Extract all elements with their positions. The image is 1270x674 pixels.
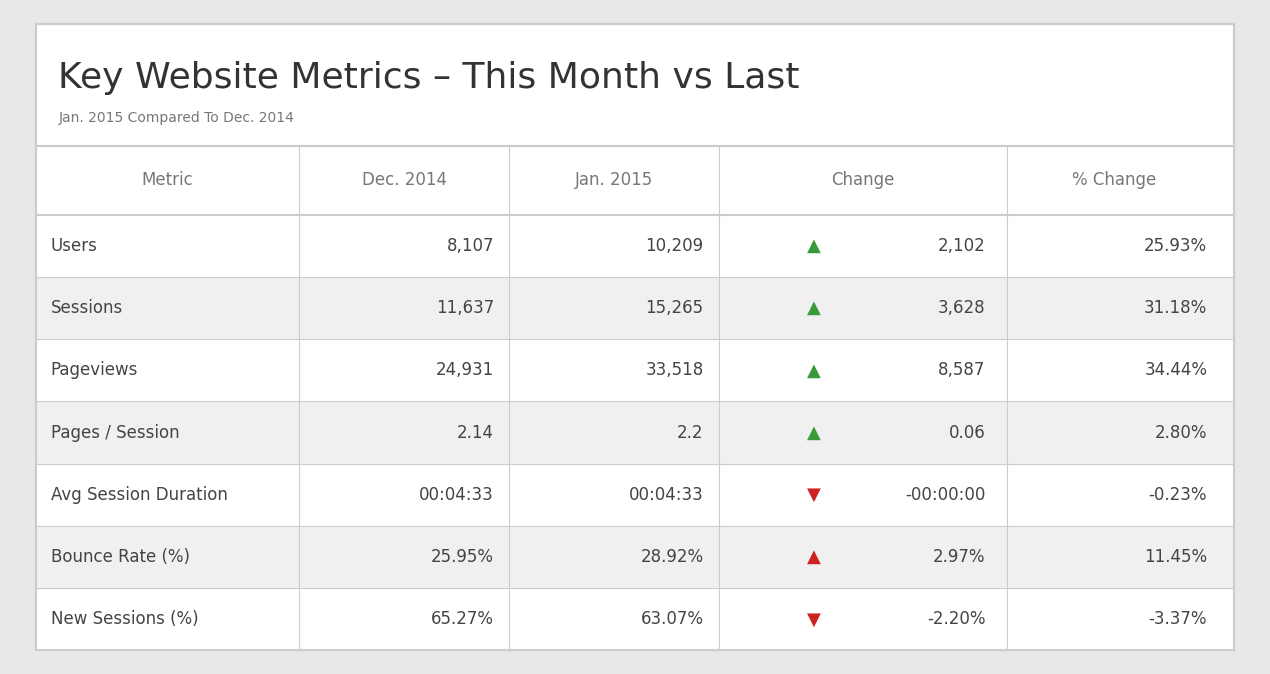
Text: -2.20%: -2.20% — [927, 610, 986, 628]
Text: 33,518: 33,518 — [645, 361, 704, 379]
Text: 2.80%: 2.80% — [1154, 423, 1208, 441]
Text: 28.92%: 28.92% — [640, 548, 704, 566]
Text: Key Website Metrics – This Month vs Last: Key Website Metrics – This Month vs Last — [58, 61, 800, 94]
Bar — [36, 215, 1234, 277]
Text: 25.95%: 25.95% — [431, 548, 494, 566]
Text: Change: Change — [831, 171, 894, 189]
Text: Metric: Metric — [141, 171, 193, 189]
Text: ▼: ▼ — [806, 486, 820, 504]
Text: -3.37%: -3.37% — [1148, 610, 1208, 628]
Text: 8,587: 8,587 — [939, 361, 986, 379]
Bar — [36, 146, 1234, 215]
Text: 31.18%: 31.18% — [1144, 299, 1208, 317]
Text: New Sessions (%): New Sessions (%) — [51, 610, 198, 628]
Text: Jan. 2015 Compared To Dec. 2014: Jan. 2015 Compared To Dec. 2014 — [58, 111, 295, 125]
Text: ▲: ▲ — [806, 299, 820, 317]
Text: ▲: ▲ — [806, 361, 820, 379]
Text: ▲: ▲ — [806, 423, 820, 441]
Bar — [36, 339, 1234, 402]
Text: 8,107: 8,107 — [446, 237, 494, 255]
Text: Bounce Rate (%): Bounce Rate (%) — [51, 548, 189, 566]
Text: Pages / Session: Pages / Session — [51, 423, 179, 441]
Text: ▼: ▼ — [806, 610, 820, 628]
Text: Users: Users — [51, 237, 98, 255]
Text: 10,209: 10,209 — [645, 237, 704, 255]
Text: 2.97%: 2.97% — [933, 548, 986, 566]
Text: -00:00:00: -00:00:00 — [906, 486, 986, 504]
Text: 11,637: 11,637 — [436, 299, 494, 317]
Text: 2.14: 2.14 — [457, 423, 494, 441]
Text: 25.93%: 25.93% — [1144, 237, 1208, 255]
Text: Pageviews: Pageviews — [51, 361, 138, 379]
Text: Dec. 2014: Dec. 2014 — [362, 171, 447, 189]
Text: -0.23%: -0.23% — [1148, 486, 1208, 504]
Text: 2.2: 2.2 — [677, 423, 704, 441]
Text: 15,265: 15,265 — [645, 299, 704, 317]
Text: 00:04:33: 00:04:33 — [629, 486, 704, 504]
Text: ▲: ▲ — [806, 548, 820, 566]
Text: Sessions: Sessions — [51, 299, 123, 317]
Text: 63.07%: 63.07% — [640, 610, 704, 628]
Text: 3,628: 3,628 — [939, 299, 986, 317]
Bar — [36, 464, 1234, 526]
Bar — [36, 588, 1234, 650]
Text: 65.27%: 65.27% — [431, 610, 494, 628]
Text: Jan. 2015: Jan. 2015 — [575, 171, 653, 189]
Text: 11.45%: 11.45% — [1144, 548, 1208, 566]
Text: Avg Session Duration: Avg Session Duration — [51, 486, 227, 504]
Text: 00:04:33: 00:04:33 — [419, 486, 494, 504]
Text: ▲: ▲ — [806, 237, 820, 255]
Bar — [36, 402, 1234, 464]
Bar — [36, 526, 1234, 588]
Text: 34.44%: 34.44% — [1144, 361, 1208, 379]
Text: 24,931: 24,931 — [436, 361, 494, 379]
Text: 2,102: 2,102 — [939, 237, 986, 255]
Text: % Change: % Change — [1072, 171, 1157, 189]
Bar — [36, 277, 1234, 339]
Text: 0.06: 0.06 — [949, 423, 986, 441]
